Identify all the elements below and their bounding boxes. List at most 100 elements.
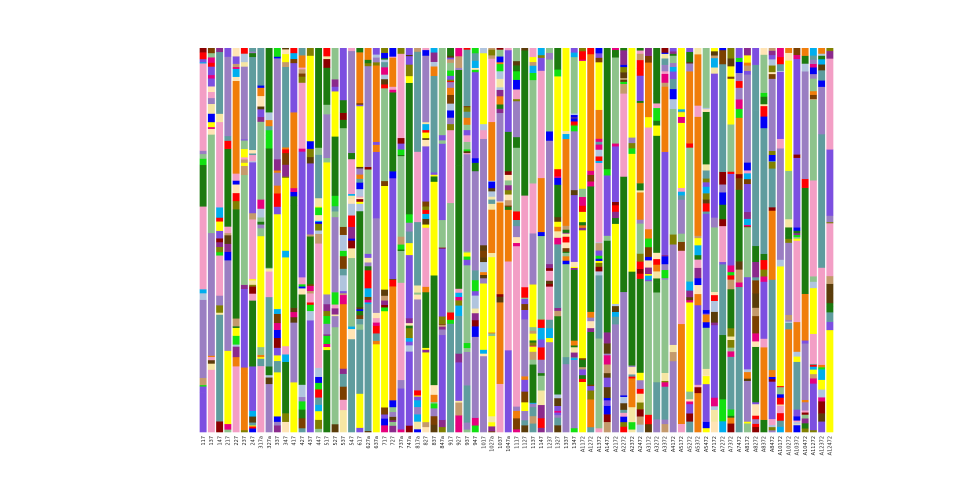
bar-segment (702, 374, 710, 377)
bar-segment (702, 321, 710, 328)
bar-segment (644, 279, 652, 282)
bar-segment (249, 280, 257, 285)
bar-segment (752, 403, 760, 416)
bar-segment (249, 212, 257, 220)
bar-segment (364, 166, 372, 170)
bar-segment (513, 225, 520, 238)
bar-segment (785, 321, 793, 323)
bar-segment (504, 261, 512, 351)
bar-segment (496, 383, 504, 433)
bar-segment (793, 424, 801, 426)
bar-segment (628, 137, 636, 144)
bar-segment (727, 279, 735, 290)
bar-segment (323, 315, 331, 324)
bar-segment (768, 376, 776, 380)
bar-segment (331, 314, 339, 317)
bar-segment (661, 64, 669, 72)
bar-segment (298, 277, 306, 285)
bar-segment (207, 363, 215, 370)
bar-segment (199, 289, 207, 294)
bar-segment (315, 419, 323, 429)
bar-segment (471, 290, 479, 296)
bar-segment (348, 328, 356, 340)
bar-segment (529, 61, 537, 66)
bar-segment (661, 423, 669, 433)
bar-segment (463, 154, 471, 252)
bar-segment (710, 67, 718, 74)
bar-segment (389, 278, 397, 281)
bar-segment (620, 66, 628, 73)
x-tick-label: 137 (209, 436, 215, 446)
x-tick-label: A2272 (622, 436, 628, 452)
bar-segment (768, 71, 776, 75)
bar-segment (603, 414, 611, 423)
bar-segment (463, 422, 471, 430)
bar-segment (348, 203, 356, 216)
bar-segment (249, 425, 257, 427)
bar-segment (562, 130, 570, 135)
bar-segment (488, 180, 496, 182)
bar-segment (372, 325, 380, 334)
bar-segment (579, 196, 586, 206)
bar-segment (653, 135, 661, 253)
bar-segment (389, 171, 397, 179)
bar-segment (282, 152, 290, 165)
bar-segment (265, 135, 273, 140)
bar-segment (323, 335, 331, 344)
bar-segment (339, 409, 347, 422)
bar-segment (422, 48, 430, 51)
bar-segment (570, 269, 578, 341)
bar-segment (257, 121, 265, 200)
bar-segment (207, 74, 215, 79)
bar-segment (546, 283, 553, 287)
bar-segment (513, 89, 520, 100)
bar-segment (529, 183, 537, 234)
bar-segment (414, 221, 422, 286)
bar-segment (372, 144, 380, 152)
bar-segment (562, 263, 570, 358)
x-tick-label: A7172 (712, 436, 718, 452)
bar-segment (414, 414, 422, 422)
bar-segment (339, 48, 347, 101)
bar-segment (529, 342, 537, 346)
bar-segment (430, 52, 438, 62)
bar-segment (702, 170, 710, 179)
bar-segment (480, 271, 487, 275)
bar-segment (249, 366, 257, 411)
bar-segment (438, 419, 446, 428)
bar-segment (735, 87, 743, 100)
bar-segment (537, 339, 545, 348)
bar-segment (603, 355, 611, 365)
bar-segment (570, 117, 578, 119)
bar-segment (554, 168, 562, 177)
bar-segment (504, 209, 512, 262)
bar-segment (727, 171, 735, 174)
bar-segment (216, 421, 224, 433)
bar-segment (224, 243, 232, 252)
bar-segment (447, 103, 454, 111)
bar-segment (265, 296, 273, 367)
bar-segment (785, 170, 793, 220)
x-tick-label: A7272 (720, 436, 726, 452)
bar-segment (603, 405, 611, 415)
bar-segment (273, 372, 281, 417)
x-tick-label: 1027a (490, 436, 496, 452)
bar-segment (743, 62, 751, 66)
bar-segment (240, 61, 248, 67)
bar-segment (323, 323, 331, 335)
bar-segment (273, 322, 281, 330)
bar-segment (488, 49, 496, 56)
bar-segment (776, 420, 784, 427)
bar-segment (801, 343, 809, 401)
bar-segment (809, 55, 817, 60)
bar-segment (793, 232, 801, 236)
bar-segment (315, 214, 323, 221)
bar-segment (290, 58, 298, 64)
bar-segment (364, 59, 372, 64)
bar-segment (414, 429, 422, 433)
bar-segment (216, 258, 224, 296)
bar-segment (743, 226, 751, 228)
bar-segment (496, 56, 504, 63)
bar-segment (677, 241, 685, 251)
bar-segment (207, 355, 215, 358)
